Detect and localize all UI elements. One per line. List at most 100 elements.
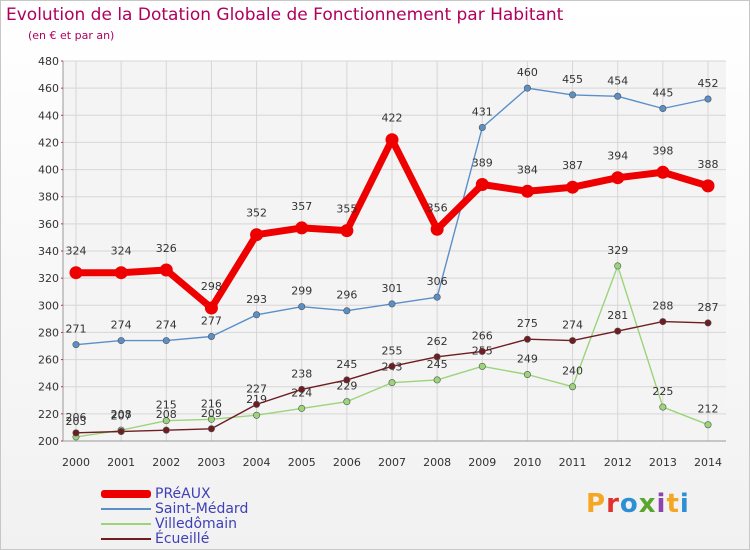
y-tick-label: 300: [38, 299, 59, 312]
y-tick-label: 380: [38, 191, 59, 204]
data-point-preaux: [295, 221, 309, 235]
data-label-ecueille: 288: [652, 300, 673, 313]
legend-swatch-ecueille: [101, 538, 151, 540]
data-point-saint-medard: [117, 337, 125, 345]
x-tick-label: 2013: [649, 456, 677, 469]
y-tick-label: 480: [38, 55, 59, 68]
data-label-preaux: 389: [472, 157, 493, 170]
data-label-preaux: 394: [607, 150, 628, 163]
data-point-villedomain: [343, 398, 351, 406]
data-point-ecueille: [162, 426, 170, 434]
x-tick-label: 2001: [107, 456, 135, 469]
data-label-villedomain: 245: [427, 358, 448, 371]
y-tick-label: 260: [38, 354, 59, 367]
data-label-ecueille: 281: [607, 309, 628, 322]
data-point-preaux: [430, 222, 444, 236]
y-tick-label: 360: [38, 218, 59, 231]
legend-label-villedomain: Villedômain: [155, 516, 237, 532]
data-label-saint-medard: 274: [111, 319, 132, 332]
data-point-saint-medard: [388, 300, 396, 308]
data-label-villedomain: 203: [66, 415, 87, 428]
data-point-preaux: [340, 224, 354, 238]
data-label-ecueille: 238: [291, 367, 312, 380]
data-label-villedomain: 249: [517, 353, 538, 366]
data-point-ecueille: [207, 425, 215, 433]
data-label-preaux: 356: [427, 201, 448, 214]
data-point-villedomain: [388, 379, 396, 387]
data-label-preaux: 398: [652, 144, 673, 157]
data-point-villedomain: [298, 404, 306, 412]
legend-swatch-preaux: [101, 490, 151, 498]
data-label-saint-medard: 306: [427, 275, 448, 288]
x-tick-label: 2005: [288, 456, 316, 469]
data-point-preaux: [656, 165, 670, 179]
data-point-saint-medard: [433, 293, 441, 301]
data-point-villedomain: [433, 376, 441, 384]
data-point-saint-medard: [569, 91, 577, 99]
x-tick-label: 2011: [559, 456, 587, 469]
data-label-saint-medard: 431: [472, 106, 493, 119]
data-label-villedomain: 240: [562, 365, 583, 378]
y-tick-label: 440: [38, 109, 59, 122]
data-point-ecueille: [433, 353, 441, 361]
data-label-saint-medard: 293: [246, 293, 267, 306]
y-tick-label: 240: [38, 381, 59, 394]
x-tick-label: 2002: [152, 456, 180, 469]
legend-label-ecueille: Écueillé: [155, 531, 210, 547]
y-tick-label: 200: [38, 435, 59, 448]
data-label-ecueille: 227: [246, 382, 267, 395]
logo-letter: P: [586, 489, 607, 519]
data-label-ecueille: 275: [517, 317, 538, 330]
data-point-preaux: [566, 180, 580, 194]
data-label-villedomain: 212: [698, 403, 719, 416]
data-label-saint-medard: 271: [66, 323, 87, 336]
data-point-preaux: [385, 133, 399, 147]
data-label-preaux: 326: [156, 242, 177, 255]
data-point-villedomain: [207, 415, 215, 423]
data-point-ecueille: [298, 385, 306, 393]
data-label-villedomain: 225: [652, 385, 673, 398]
data-label-preaux: 384: [517, 163, 538, 176]
data-point-preaux: [204, 301, 218, 315]
data-point-villedomain: [478, 362, 486, 370]
data-label-ecueille: 245: [336, 358, 357, 371]
data-point-villedomain: [704, 421, 712, 429]
data-label-preaux: 352: [246, 207, 267, 220]
data-label-saint-medard: 452: [698, 77, 719, 90]
data-point-ecueille: [704, 319, 712, 327]
legend-label-preaux: PRéAUX: [155, 486, 211, 502]
data-label-preaux: 355: [336, 203, 357, 216]
data-point-preaux: [250, 228, 264, 242]
y-tick-label: 280: [38, 326, 59, 339]
data-label-saint-medard: 445: [652, 87, 673, 100]
data-point-ecueille: [478, 347, 486, 355]
data-label-preaux: 324: [66, 245, 87, 258]
data-point-saint-medard: [704, 95, 712, 103]
data-label-ecueille: 287: [698, 301, 719, 314]
chart-title: Evolution de la Dotation Globale de Fonc…: [6, 5, 564, 25]
data-point-ecueille: [343, 376, 351, 384]
y-tick-label: 220: [38, 408, 59, 421]
data-point-saint-medard: [614, 92, 622, 100]
data-label-preaux: 298: [201, 280, 222, 293]
data-label-villedomain: 215: [156, 399, 177, 412]
legend-swatch-saint-medard: [101, 508, 151, 510]
data-label-preaux: 387: [562, 159, 583, 172]
data-point-ecueille: [253, 400, 261, 408]
data-point-ecueille: [614, 327, 622, 335]
data-label-preaux: 357: [291, 200, 312, 213]
data-label-ecueille: 274: [562, 319, 583, 332]
data-label-villedomain: 208: [111, 408, 132, 421]
data-point-ecueille: [523, 335, 531, 343]
logo-letter: i: [656, 489, 667, 519]
legend-label-saint-medard: Saint-Médard: [155, 501, 249, 517]
data-label-saint-medard: 301: [382, 282, 403, 295]
data-point-saint-medard: [659, 105, 667, 113]
data-point-villedomain: [659, 403, 667, 411]
data-label-saint-medard: 460: [517, 66, 538, 79]
data-point-villedomain: [162, 417, 170, 425]
x-tick-label: 2006: [333, 456, 361, 469]
data-point-preaux: [520, 184, 534, 198]
x-tick-label: 2004: [243, 456, 271, 469]
